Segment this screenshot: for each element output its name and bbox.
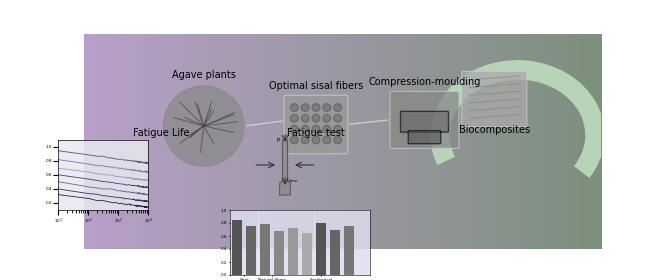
- Circle shape: [291, 115, 298, 122]
- Text: P: P: [277, 138, 279, 143]
- Circle shape: [334, 104, 341, 111]
- Bar: [288, 228, 298, 275]
- Circle shape: [291, 104, 298, 111]
- Circle shape: [335, 127, 340, 131]
- Circle shape: [292, 137, 297, 142]
- Circle shape: [312, 136, 320, 144]
- Text: Fatigue test: Fatigue test: [287, 128, 345, 137]
- Circle shape: [335, 105, 340, 110]
- Circle shape: [312, 125, 320, 133]
- Circle shape: [325, 127, 329, 131]
- Circle shape: [334, 115, 341, 122]
- Circle shape: [314, 116, 319, 121]
- Circle shape: [303, 127, 307, 131]
- Circle shape: [325, 105, 329, 110]
- Circle shape: [335, 116, 340, 121]
- Circle shape: [323, 125, 331, 133]
- Text: Biocomposites: Biocomposites: [459, 125, 530, 135]
- Circle shape: [314, 137, 319, 142]
- Circle shape: [163, 86, 244, 166]
- Circle shape: [301, 125, 309, 133]
- Circle shape: [334, 125, 341, 133]
- Circle shape: [301, 136, 309, 144]
- Circle shape: [323, 115, 331, 122]
- Circle shape: [312, 115, 320, 122]
- Circle shape: [301, 104, 309, 111]
- Bar: [344, 226, 354, 275]
- Polygon shape: [280, 140, 291, 195]
- FancyBboxPatch shape: [408, 130, 441, 144]
- Circle shape: [335, 137, 340, 142]
- Circle shape: [314, 127, 319, 131]
- Circle shape: [325, 137, 329, 142]
- Circle shape: [303, 116, 307, 121]
- Text: Compression-moulding: Compression-moulding: [368, 77, 481, 87]
- Bar: [316, 223, 326, 275]
- Text: Fatigue Life: Fatigue Life: [133, 128, 189, 137]
- Text: time: time: [289, 179, 298, 183]
- Circle shape: [325, 116, 329, 121]
- Text: Agave plants: Agave plants: [172, 70, 236, 80]
- FancyBboxPatch shape: [401, 111, 448, 132]
- Circle shape: [292, 105, 297, 110]
- Bar: [246, 226, 256, 275]
- Bar: [330, 230, 340, 275]
- Circle shape: [303, 137, 307, 142]
- Bar: [260, 224, 270, 275]
- FancyBboxPatch shape: [462, 71, 527, 127]
- Circle shape: [301, 115, 309, 122]
- Circle shape: [303, 105, 307, 110]
- Text: Optimal sisal fibers: Optimal sisal fibers: [269, 81, 363, 91]
- FancyBboxPatch shape: [284, 95, 348, 154]
- Bar: [232, 220, 242, 275]
- Bar: [302, 233, 312, 275]
- Circle shape: [291, 125, 298, 133]
- Circle shape: [334, 136, 341, 144]
- Circle shape: [323, 136, 331, 144]
- Circle shape: [323, 104, 331, 111]
- Circle shape: [291, 136, 298, 144]
- Bar: [274, 231, 284, 275]
- Circle shape: [314, 105, 319, 110]
- FancyBboxPatch shape: [390, 91, 459, 148]
- Circle shape: [292, 127, 297, 131]
- Circle shape: [292, 116, 297, 121]
- Circle shape: [312, 104, 320, 111]
